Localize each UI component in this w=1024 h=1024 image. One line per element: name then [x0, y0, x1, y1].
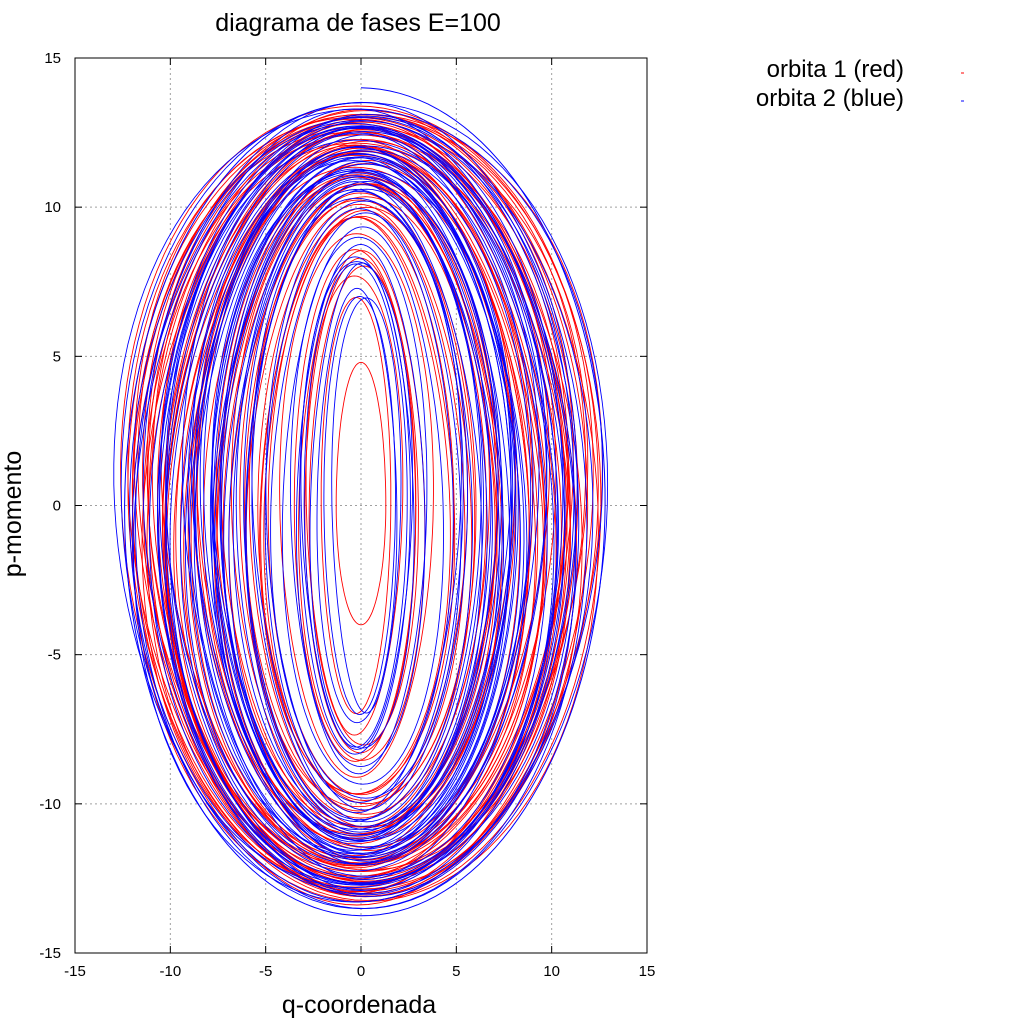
series-2-loop [281, 226, 444, 785]
series-2-loop [300, 261, 414, 750]
legend: orbita 1 (red) orbita 2 (blue) [756, 56, 964, 112]
series-2-loop [210, 172, 502, 839]
y-tick-label: -10 [39, 796, 61, 813]
x-tick-label: -5 [259, 963, 272, 980]
y-axis-label: p-momento [0, 451, 27, 577]
y-tick-label: 0 [53, 498, 61, 515]
series-2-loop [295, 243, 426, 768]
series-1-loop [263, 210, 466, 801]
y-tick-label: 15 [44, 50, 61, 67]
series-2-loop [289, 236, 428, 775]
y-tick-label: -5 [48, 647, 61, 664]
series-2-loop [184, 146, 528, 865]
series-2-loop [251, 197, 462, 814]
series-2-loop [181, 130, 548, 881]
series-2-loop [331, 297, 402, 714]
series-2-loop [159, 115, 575, 896]
series-1-loop [279, 233, 434, 778]
y-tick-label: 10 [44, 199, 61, 216]
series-2-loop [212, 157, 513, 854]
series-2-loop [265, 200, 464, 811]
legend-label-series-1: orbita 1 (red) [767, 56, 904, 83]
x-tick-label: 15 [639, 963, 656, 980]
series-2-loop [142, 120, 578, 891]
series-2-loop [113, 108, 604, 903]
series-1-loop [267, 215, 455, 796]
y-tick-label: -15 [39, 945, 61, 962]
series-2-loop [220, 176, 504, 835]
series-1-loop [193, 166, 517, 845]
series-2-loop [245, 190, 473, 821]
series-1-loop [259, 216, 456, 795]
series-2-loop [243, 189, 468, 822]
series-2-loop [214, 161, 511, 850]
series-1-loop [305, 275, 404, 736]
series-2-orbit [113, 101, 609, 910]
series-2-loop [316, 287, 398, 724]
series-2-loop [135, 101, 588, 910]
series-2-loop [303, 263, 408, 748]
series-1-loop [151, 131, 557, 880]
series-1-loop [320, 296, 392, 715]
series-2-loop [235, 178, 484, 833]
series-1-loop [260, 216, 451, 795]
series-2-loop [169, 132, 548, 879]
series-2-outer-loop [124, 87, 606, 917]
series-2-loop [323, 295, 396, 716]
orbit-curves [113, 87, 609, 917]
chart-title: diagrama de fases E=100 [215, 9, 501, 37]
series-2-loop [133, 108, 577, 903]
series-2-loop [166, 120, 564, 891]
series-2-loop [187, 150, 532, 861]
x-tick-label: 5 [452, 963, 460, 980]
series-1-loop [187, 145, 530, 866]
series-2-loop [156, 113, 580, 898]
series-2-loop [191, 145, 540, 866]
series-2-loop [131, 122, 576, 889]
series-2-loop [299, 256, 411, 755]
series-1-loop [173, 145, 544, 866]
y-tick-label: 5 [53, 348, 61, 365]
series-2-loop [189, 156, 521, 855]
legend-label-series-2: orbita 2 (blue) [756, 85, 904, 112]
x-tick-label: 10 [543, 963, 560, 980]
series-1-inner-loop [335, 361, 387, 626]
series-2-loop [219, 163, 512, 848]
series-2-loop [195, 146, 519, 865]
series-2-loop [251, 188, 482, 823]
series-1-loop [146, 116, 587, 895]
series-2-loop [180, 134, 555, 877]
x-tick-label: -10 [159, 963, 181, 980]
x-tick-label: -15 [64, 963, 86, 980]
series-1-loop [298, 250, 426, 761]
x-tick-label: 0 [357, 963, 365, 980]
x-axis-label: q-coordenada [282, 991, 436, 1019]
series-1-loop [244, 196, 487, 815]
axis-ticks: -15 -10 -5 0 5 10 15 -15 -10 -5 0 5 10 15 [39, 50, 655, 980]
series-2-loop [193, 160, 514, 851]
series-2-loop [120, 102, 609, 909]
series-2-loop [228, 181, 483, 830]
